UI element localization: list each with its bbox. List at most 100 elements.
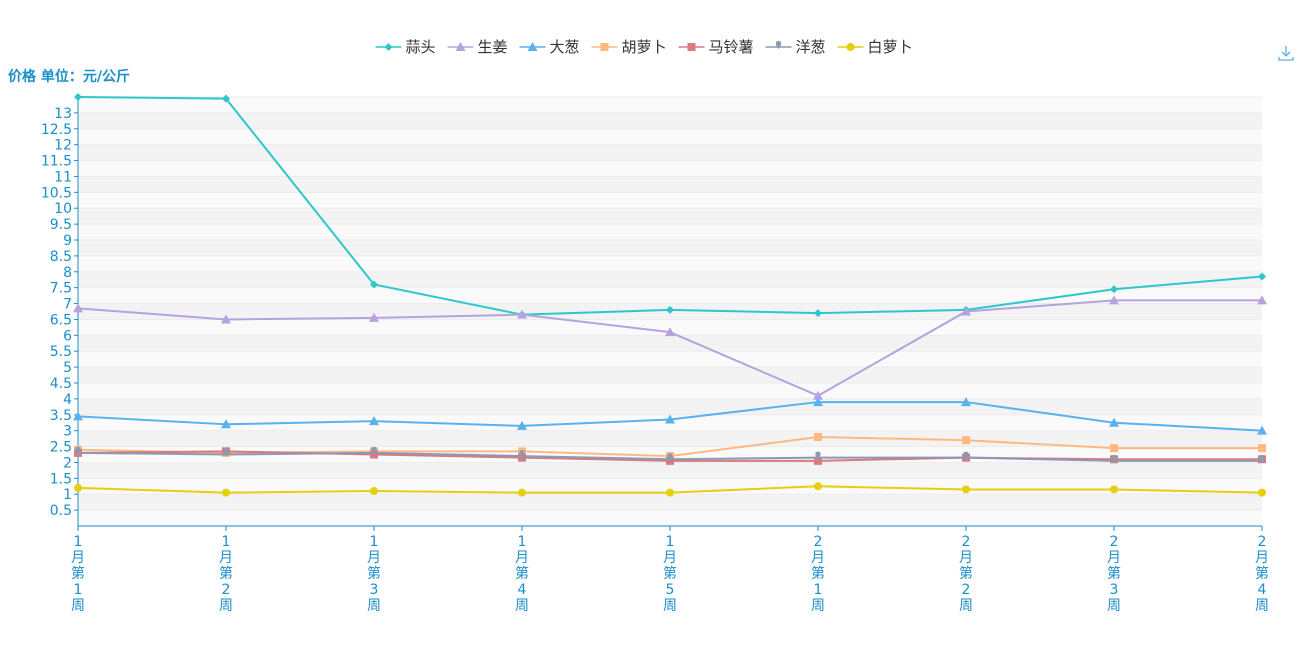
legend-item[interactable]: 大葱 — [519, 38, 580, 56]
data-point[interactable] — [666, 488, 674, 497]
legend-symbol — [687, 43, 696, 51]
data-point[interactable] — [1111, 454, 1117, 463]
legend-item[interactable]: 白萝卜 — [837, 38, 913, 56]
grid-band — [78, 351, 1262, 368]
grid-band — [78, 398, 1262, 415]
data-point[interactable] — [74, 483, 82, 492]
data-point[interactable] — [370, 280, 378, 289]
y-tick-label: 13 — [54, 106, 72, 122]
grid-band — [78, 255, 1262, 272]
grid-band — [78, 494, 1262, 511]
y-tick-label: 11 — [54, 169, 72, 185]
y-tick-label: 10.5 — [41, 185, 72, 201]
series-白萝卜 — [74, 482, 1266, 497]
data-point[interactable] — [369, 416, 379, 426]
data-point[interactable] — [1109, 295, 1119, 305]
data-point[interactable] — [814, 482, 822, 491]
grid-band — [78, 383, 1262, 399]
legend-label: 蒜头 — [406, 38, 436, 56]
legend-label: 马铃薯 — [709, 38, 754, 56]
data-point[interactable] — [814, 309, 822, 318]
y-tick-label: 12.5 — [41, 122, 72, 138]
series-生姜 — [73, 295, 1267, 400]
data-point[interactable] — [1258, 488, 1266, 497]
legend-symbol — [600, 43, 609, 51]
y-tick-label: 11.5 — [41, 154, 72, 170]
grid-band — [78, 144, 1262, 161]
data-point[interactable] — [665, 327, 675, 337]
data-point[interactable] — [1257, 295, 1267, 305]
y-tick-label: 1.5 — [50, 471, 72, 487]
data-point[interactable] — [961, 306, 971, 316]
download-button[interactable] — [1278, 46, 1294, 61]
data-point[interactable] — [962, 436, 970, 445]
data-point[interactable] — [1258, 444, 1266, 453]
data-point[interactable] — [221, 314, 231, 324]
data-point[interactable] — [517, 420, 527, 430]
grid-band — [78, 335, 1262, 352]
grid-band — [78, 271, 1262, 288]
data-point[interactable] — [519, 450, 525, 459]
x-tick-label: 1 月第 1 周 — [71, 534, 85, 614]
data-point[interactable] — [75, 446, 81, 455]
data-point[interactable] — [1258, 272, 1266, 281]
y-tick-label: 6.5 — [50, 312, 72, 328]
data-point[interactable] — [1110, 485, 1118, 494]
y-tick-label: 8.5 — [50, 249, 72, 265]
data-point[interactable] — [665, 414, 675, 424]
data-point[interactable] — [1109, 417, 1119, 427]
legend-item[interactable]: 马铃薯 — [678, 38, 754, 56]
data-point[interactable] — [1110, 285, 1118, 294]
x-tick-label: 1 月第 2 周 — [219, 534, 233, 614]
y-tick-label: 3.5 — [50, 408, 72, 424]
grid-band — [78, 192, 1262, 209]
data-point[interactable] — [371, 446, 377, 455]
data-point[interactable] — [814, 456, 822, 465]
data-point[interactable] — [813, 397, 823, 407]
legend-symbol — [455, 42, 466, 51]
data-point[interactable] — [666, 305, 674, 314]
data-point[interactable] — [74, 93, 82, 101]
data-point[interactable] — [370, 487, 378, 496]
legend-item[interactable]: 胡萝卜 — [591, 38, 667, 56]
data-point[interactable] — [813, 390, 823, 400]
x-tick-label: 1 月第 5 周 — [663, 534, 677, 614]
data-point[interactable] — [667, 453, 673, 462]
data-point[interactable] — [73, 411, 83, 421]
grid-band — [78, 97, 1262, 113]
data-point[interactable] — [222, 94, 230, 103]
data-point[interactable] — [962, 485, 970, 494]
data-point[interactable] — [222, 488, 230, 497]
grid-band — [78, 430, 1262, 447]
data-point[interactable] — [221, 419, 231, 429]
data-point[interactable] — [518, 488, 526, 497]
data-point[interactable] — [815, 451, 821, 460]
legend-item[interactable]: 生姜 — [447, 38, 508, 56]
series-大葱 — [73, 397, 1267, 435]
data-point[interactable] — [1259, 454, 1265, 463]
legend[interactable]: 蒜头 生姜 大葱 胡萝卜 马铃薯 洋葱 白萝卜 — [375, 38, 913, 56]
legend-item[interactable]: 洋葱 — [765, 38, 826, 56]
data-point[interactable] — [1110, 444, 1118, 453]
y-tick-label: 7 — [63, 297, 72, 313]
grid-band — [78, 160, 1262, 177]
x-tick-label: 2 月第 3 周 — [1107, 534, 1121, 614]
data-point[interactable] — [963, 451, 969, 460]
legend-item[interactable]: 蒜头 — [375, 38, 436, 56]
data-point[interactable] — [1257, 425, 1267, 435]
data-point[interactable] — [814, 433, 822, 442]
data-point[interactable] — [517, 309, 527, 319]
y-tick-label: 5 — [63, 360, 72, 376]
legend-symbol — [846, 43, 855, 51]
grid-band — [78, 208, 1262, 225]
data-point[interactable] — [223, 448, 229, 457]
y-tick-label: 2 — [63, 455, 72, 471]
data-point[interactable] — [369, 312, 379, 322]
data-point[interactable] — [961, 397, 971, 407]
data-point[interactable] — [73, 303, 83, 313]
x-tick-label: 1 月第 4 周 — [515, 534, 529, 614]
grid-band — [78, 287, 1262, 304]
legend-symbol — [775, 41, 782, 49]
y-tick-label: 6 — [63, 328, 72, 344]
